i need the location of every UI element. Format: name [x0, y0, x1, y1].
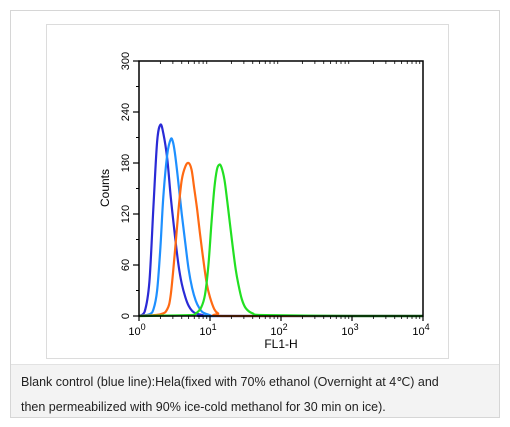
x-tick-label: 101 — [199, 322, 216, 338]
x-axis-label: FL1-H — [264, 337, 297, 351]
y-tick-label: 240 — [120, 103, 132, 121]
flow-cytometry-histogram: 0 60 120 180 240 300 100 101 102 103 104 FL1-H Co… — [98, 52, 430, 351]
y-tick-label: 120 — [120, 205, 132, 223]
caption-line-1: Blank control (blue line):Hela(fixed wit… — [21, 375, 439, 389]
caption-line-2: then permeabilized with 90% ice-cold met… — [21, 400, 386, 414]
y-tick-label: 180 — [120, 154, 132, 172]
series-line-3 — [138, 161, 423, 318]
chart-container: 0 60 120 180 240 300 100 101 102 103 104 FL1-H Co… — [46, 24, 449, 359]
x-axis-ticks: 100 101 102 103 104 — [128, 61, 430, 338]
series-line-4 — [138, 163, 423, 318]
y-axis-label: Counts — [98, 169, 112, 207]
figure-panel: 0 60 120 180 240 300 100 101 102 103 104 FL1-H Co… — [11, 11, 499, 364]
y-tick-label: 300 — [120, 52, 132, 70]
y-tick-label: 0 — [120, 313, 132, 319]
y-tick-label: 60 — [120, 259, 132, 271]
series-layer — [138, 123, 423, 318]
x-tick-label: 103 — [341, 322, 358, 338]
x-tick-label: 104 — [412, 322, 429, 338]
figure-caption: Blank control (blue line):Hela(fixed wit… — [11, 364, 499, 417]
figure-frame: 0 60 120 180 240 300 100 101 102 103 104 FL1-H Co… — [10, 10, 500, 418]
y-axis-ticks: 0 60 120 180 240 300 — [120, 52, 139, 319]
series-line-2 — [138, 137, 423, 318]
x-tick-label: 100 — [128, 322, 145, 338]
x-tick-label: 102 — [270, 322, 287, 338]
